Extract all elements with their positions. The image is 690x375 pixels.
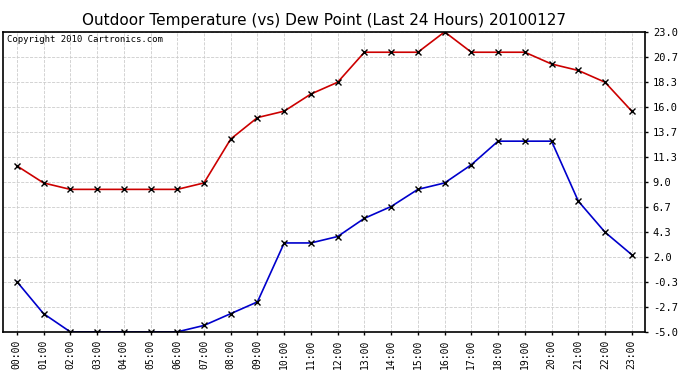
Text: Outdoor Temperature (vs) Dew Point (Last 24 Hours) 20100127: Outdoor Temperature (vs) Dew Point (Last… [82,13,566,28]
Text: Copyright 2010 Cartronics.com: Copyright 2010 Cartronics.com [7,35,163,44]
